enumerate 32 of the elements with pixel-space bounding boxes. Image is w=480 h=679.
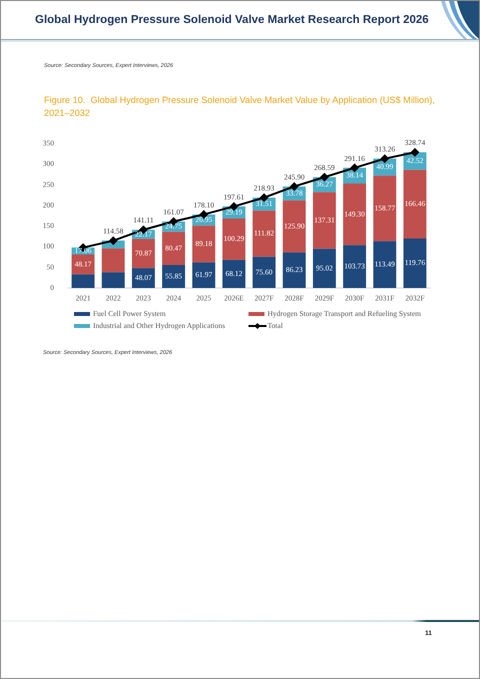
bar xyxy=(132,268,155,288)
point xyxy=(410,148,419,156)
bar xyxy=(252,256,276,288)
chart-title: Figure 10. Global Hydrogen Pressure Solenoid Valve Market Value by Application (US$ Million), 2021–2032 xyxy=(44,94,436,120)
bar xyxy=(102,272,125,288)
bar xyxy=(162,264,186,288)
bar xyxy=(282,252,306,288)
point xyxy=(320,173,328,182)
bar xyxy=(343,184,366,246)
bar xyxy=(343,245,366,288)
bar xyxy=(373,176,396,242)
text: Global Hydrogen Pressure Solenoid Valve Market Research Report 2026 xyxy=(35,14,429,26)
point xyxy=(290,182,298,190)
bar xyxy=(102,248,125,272)
bar xyxy=(282,200,306,252)
bar xyxy=(403,170,426,239)
bar xyxy=(72,254,95,274)
bar xyxy=(373,241,396,288)
bar xyxy=(192,226,216,262)
bar xyxy=(222,218,246,260)
bar xyxy=(312,192,336,249)
bar xyxy=(192,262,216,288)
point xyxy=(109,236,118,245)
point xyxy=(380,154,389,163)
bar xyxy=(403,238,426,288)
point xyxy=(350,164,359,172)
bar xyxy=(252,210,276,257)
bar xyxy=(132,238,155,268)
bar xyxy=(72,274,95,288)
bar xyxy=(222,260,246,288)
bar xyxy=(162,232,186,265)
bar xyxy=(312,248,336,288)
